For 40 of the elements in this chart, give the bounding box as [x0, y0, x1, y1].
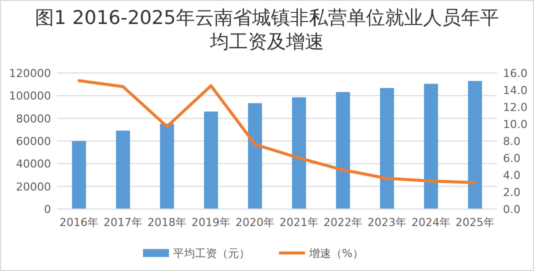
- y2-tick-label: 16.0: [503, 67, 528, 80]
- y-tick-label: 60000: [16, 135, 51, 148]
- y2-tick-label: 2.0: [503, 186, 520, 199]
- y-tick-label: 120000: [9, 67, 51, 80]
- y2-tick-label: 8.0: [503, 135, 520, 148]
- y2-tick-label: 14.0: [503, 84, 528, 97]
- x-tick-label: 2017年: [104, 216, 142, 229]
- x-tick-label: 2023年: [368, 216, 406, 229]
- chart-title: 图1 2016-2025年云南省城镇非私营单位就业人员年平均工资及增速: [35, 7, 499, 53]
- y-tick-label: 80000: [16, 112, 51, 126]
- x-tick-label: 2016年: [60, 216, 98, 229]
- x-tick-label: 2022年: [324, 216, 362, 229]
- bar: [248, 103, 262, 209]
- legend-label: 平均工资（元）: [173, 247, 250, 260]
- bar: [424, 84, 438, 209]
- bar: [160, 124, 174, 209]
- bar: [116, 130, 130, 209]
- bar: [72, 141, 86, 209]
- x-tick-label: 2021年: [280, 216, 318, 229]
- x-tick-label: 2025年: [456, 216, 494, 229]
- x-tick-label: 2024年: [412, 216, 450, 229]
- y2-tick-label: 0.0: [503, 203, 520, 216]
- y2-tick-label: 12.0: [503, 101, 528, 114]
- x-tick-label: 2019年: [192, 216, 230, 229]
- bar: [204, 112, 218, 209]
- y-tick-label: 20000: [16, 180, 51, 194]
- legend-label: 增速（%）: [308, 247, 364, 260]
- x-tick-label: 2018年: [148, 216, 186, 229]
- line-series: [78, 79, 476, 184]
- bar: [336, 92, 350, 209]
- y2-tick-label: 10.0: [503, 118, 528, 131]
- bar: [380, 88, 394, 209]
- y2-tick-label: 6.0: [503, 152, 520, 165]
- x-tick-label: 2020年: [236, 216, 274, 229]
- y-tick-label: 100000: [9, 90, 51, 103]
- y-tick-label: 0: [44, 203, 51, 216]
- y2-tick-label: 4.0: [503, 169, 520, 182]
- bar: [292, 97, 306, 209]
- bar: [468, 80, 482, 209]
- y-tick-label: 40000: [16, 158, 51, 171]
